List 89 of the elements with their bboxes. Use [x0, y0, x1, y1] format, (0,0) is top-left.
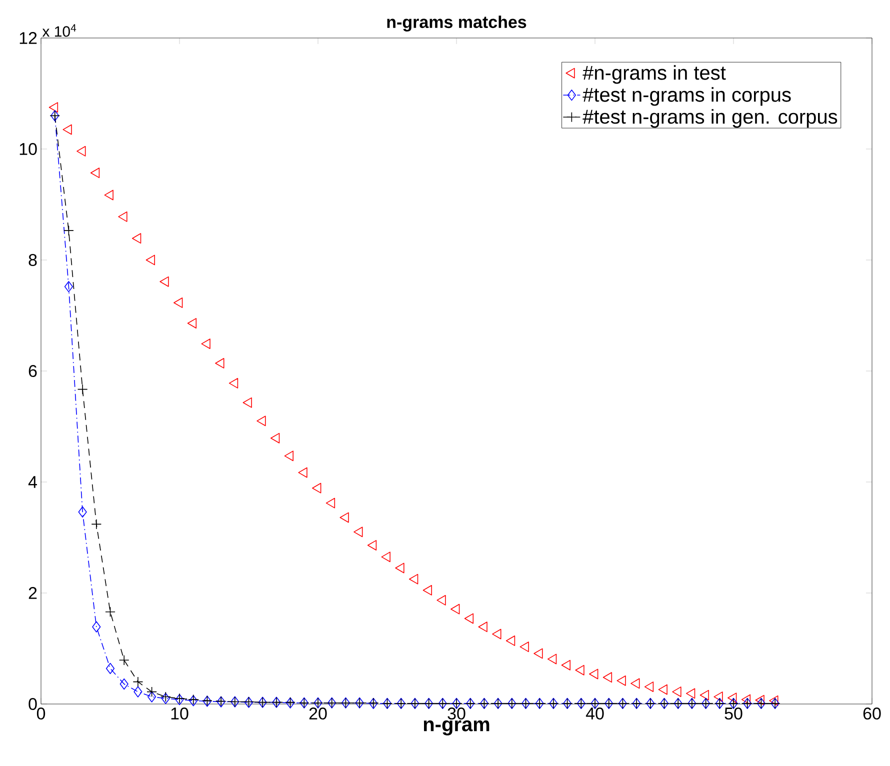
point [132, 676, 144, 687]
point [77, 384, 88, 394]
point [48, 102, 58, 113]
point [506, 636, 516, 646]
point [464, 613, 474, 624]
point [104, 190, 114, 200]
x-tick-label: 60 [863, 708, 881, 720]
point [520, 642, 529, 652]
x-tick-label: 0 [36, 708, 46, 720]
point [408, 574, 418, 584]
point [174, 298, 183, 308]
point [118, 211, 128, 222]
point [270, 432, 280, 444]
x-tick-label: 50 [724, 708, 742, 720]
point [242, 397, 252, 408]
point [547, 654, 557, 664]
point [64, 281, 73, 292]
point [106, 662, 115, 674]
point [644, 682, 654, 692]
point [160, 692, 171, 702]
point [354, 526, 363, 538]
point [534, 648, 543, 659]
point [381, 552, 390, 562]
legend-label: #test n-grams in gen. corpus [582, 109, 838, 128]
y-tick-label: 4 [28, 476, 37, 488]
point [340, 512, 349, 523]
point [105, 606, 116, 618]
point [146, 254, 155, 266]
x-tick-label: 10 [171, 708, 188, 720]
x-axis-title: n-gram [424, 720, 490, 736]
point [395, 562, 404, 574]
point [714, 692, 723, 702]
point [228, 378, 238, 388]
x-tick-label: 20 [309, 708, 327, 720]
point [478, 622, 488, 632]
point [602, 672, 612, 683]
point [215, 358, 224, 368]
point [256, 416, 266, 426]
point [284, 450, 294, 462]
y-tick-label: 2 [28, 587, 37, 599]
point [422, 584, 432, 596]
point [64, 225, 74, 236]
point [148, 691, 156, 702]
text: x 10$^{4}$ [42, 24, 76, 37]
legend-label: #test n-grams in corpus [582, 87, 791, 106]
point [132, 233, 142, 244]
legend-label: #n-grams in test [582, 65, 726, 84]
y-tick-label: 8 [28, 254, 37, 266]
point [492, 628, 502, 640]
point [91, 518, 102, 530]
point [120, 678, 128, 690]
point [672, 686, 682, 698]
point [575, 664, 584, 676]
point [755, 694, 764, 706]
point [78, 506, 87, 518]
point [160, 276, 169, 287]
point [92, 621, 101, 632]
point [161, 692, 170, 704]
point [630, 678, 640, 689]
x-tick-label: 40 [586, 708, 604, 720]
y-tick-label: 12 [20, 32, 37, 44]
point [118, 654, 130, 666]
point [769, 695, 778, 706]
point [326, 498, 336, 508]
point [90, 168, 100, 178]
point [450, 604, 460, 614]
point [187, 318, 197, 328]
point [201, 338, 210, 350]
y-tick-label: 10 [20, 142, 37, 156]
point [62, 124, 72, 135]
y-tick-label: 0 [28, 698, 37, 710]
point [561, 660, 570, 670]
point [134, 686, 142, 698]
point [616, 675, 626, 686]
y-tick-label: 6 [28, 364, 37, 378]
point [700, 690, 709, 700]
point [436, 594, 446, 606]
point [658, 684, 668, 695]
point [146, 686, 157, 697]
point [589, 668, 598, 680]
point [367, 540, 377, 550]
point [686, 688, 696, 699]
x-tick-label: 30 [448, 708, 466, 720]
point [76, 146, 86, 156]
point [728, 692, 737, 704]
point [741, 694, 751, 705]
point [312, 482, 322, 494]
point [298, 467, 308, 478]
chart-title: n-grams matches [387, 16, 526, 32]
